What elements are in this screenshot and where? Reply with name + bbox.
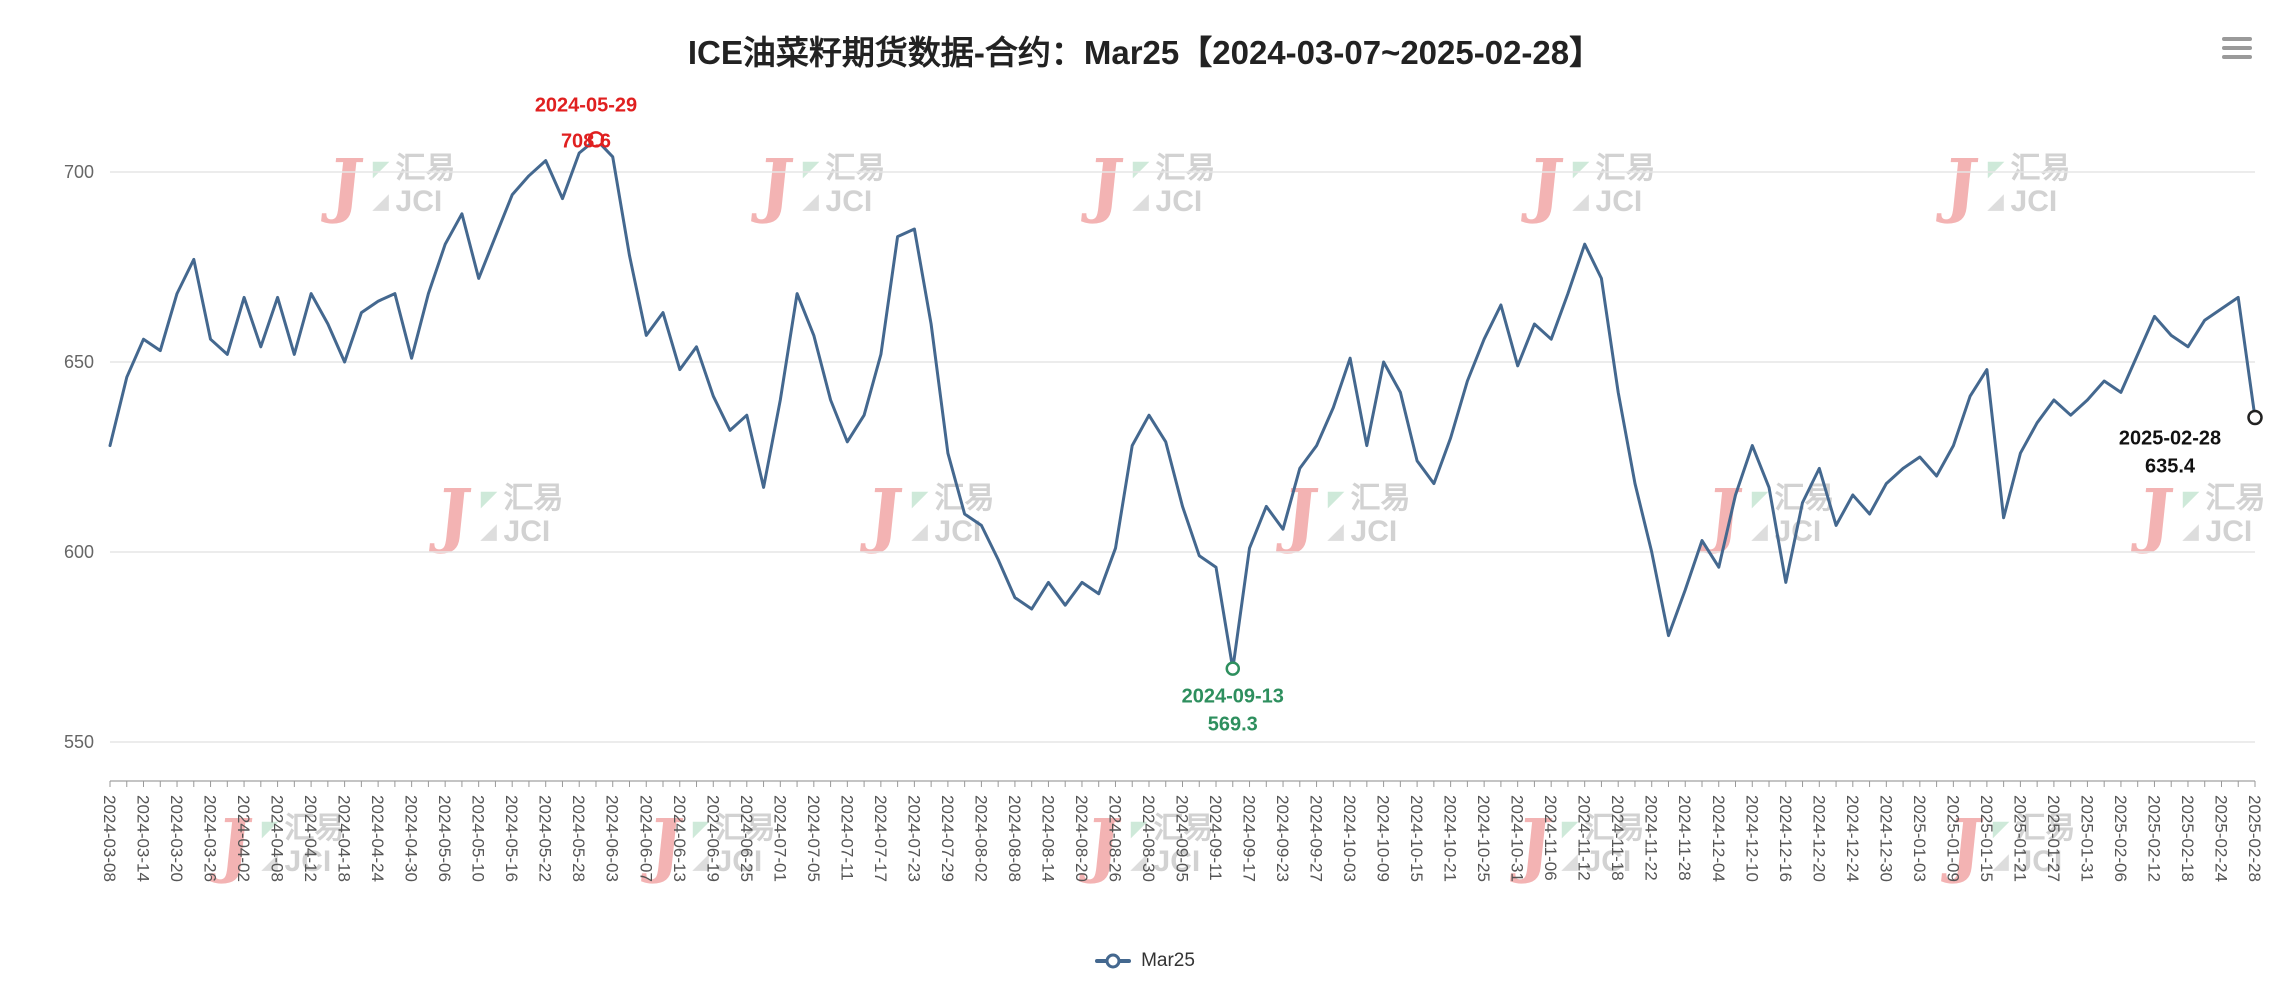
chart-title: ICE油菜籽期货数据-合约：Mar25【2024-03-07~2025-02-2…	[687, 34, 1603, 71]
x-tick-label: 2024-07-23	[904, 795, 923, 882]
x-tick-label: 2024-09-17	[1240, 795, 1259, 882]
x-tick-label: 2024-05-10	[469, 795, 488, 882]
x-tick-label: 2024-10-03	[1340, 795, 1359, 882]
x-tick-label: 2024-06-25	[737, 795, 756, 882]
x-tick-label: 2024-10-31	[1508, 795, 1527, 882]
x-tick-label: 2024-07-29	[938, 795, 957, 882]
x-tick-label: 2024-10-09	[1374, 795, 1393, 882]
x-tick-label: 2024-09-27	[1307, 795, 1326, 882]
x-tick-label: 2024-09-23	[1273, 795, 1292, 882]
x-tick-label: 2024-09-05	[1173, 795, 1192, 882]
x-tick-label: 2024-12-04	[1709, 795, 1728, 882]
max-value-label: 708.6	[561, 130, 611, 152]
x-tick-label: 2024-06-07	[636, 795, 655, 882]
x-tick-label: 2024-10-21	[1441, 795, 1460, 882]
x-tick-label: 2024-05-06	[435, 795, 454, 882]
x-tick-label: 2024-03-14	[134, 795, 153, 882]
y-tick-label: 700	[64, 162, 94, 182]
legend-item-mar25[interactable]: Mar25	[1095, 950, 1195, 972]
x-tick-label: 2024-11-28	[1675, 795, 1694, 881]
x-tick-label: 2025-02-12	[2144, 795, 2163, 882]
price-chart[interactable]: 550 600 650 700 2024-03-08 2024-03-14 2024-03-…	[0, 0, 2290, 910]
x-tick-label: 2024-11-18	[1608, 795, 1627, 881]
x-tick-label: 2024-08-02	[971, 795, 990, 882]
x-tick-label: 2024-08-14	[1038, 795, 1057, 882]
x-tick-label: 2024-08-26	[1105, 795, 1124, 882]
last-value-label: 635.4	[2145, 455, 2196, 477]
x-tick-label: 2024-07-17	[871, 795, 890, 882]
x-tick-label: 2024-06-19	[703, 795, 722, 882]
x-tick-label: 2024-10-15	[1407, 795, 1426, 882]
menu-bar	[2222, 46, 2252, 50]
x-tick-label: 2025-01-27	[2044, 795, 2063, 882]
min-value-label: 569.3	[1208, 714, 1258, 736]
x-tick-label: 2024-04-30	[402, 795, 421, 882]
menu-bar	[2222, 37, 2252, 41]
x-tick-label: 2025-02-28	[2245, 795, 2264, 882]
x-tick-label: 2025-01-09	[1943, 795, 1962, 882]
x-tick-label: 2024-05-22	[536, 795, 555, 882]
x-tick-label: 2024-05-28	[569, 795, 588, 882]
x-tick-label: 2024-11-22	[1642, 795, 1661, 881]
x-tick-label: 2025-01-31	[2077, 795, 2096, 882]
x-tick-label: 2024-11-06	[1541, 795, 1560, 881]
x-tick-label: 2024-07-11	[837, 795, 856, 881]
x-tick-label: 2024-12-20	[1809, 795, 1828, 882]
x-tick-label: 2025-01-03	[1910, 795, 1929, 882]
menu-icon[interactable]	[2222, 32, 2252, 64]
x-tick-label: 2024-06-13	[670, 795, 689, 882]
max-point-marker	[587, 131, 605, 148]
x-tick-label: 2025-01-21	[2010, 795, 2029, 882]
x-tick-label: 2024-10-25	[1474, 795, 1493, 882]
x-tick-label: 2024-09-11	[1206, 795, 1225, 881]
min-date-label: 2024-09-13	[1182, 686, 1284, 708]
x-tick-label: 2024-07-05	[804, 795, 823, 882]
x-tick-label: 2025-02-18	[2178, 795, 2197, 882]
x-tick-label: 2024-03-20	[167, 795, 186, 882]
x-tick-label: 2024-12-10	[1742, 795, 1761, 882]
menu-bar	[2222, 55, 2252, 59]
x-tick-label: 2024-04-18	[335, 795, 354, 882]
legend-label: Mar25	[1141, 950, 1195, 971]
x-tick-label: 2025-01-15	[1977, 795, 1996, 882]
x-tick-label: 2024-04-02	[234, 795, 253, 882]
series-line-mar25[interactable]	[108, 137, 2257, 671]
min-point-marker	[1225, 661, 1241, 676]
y-tick-label: 600	[64, 542, 94, 562]
legend: Mar25	[0, 950, 2290, 972]
y-tick-label: 550	[64, 732, 94, 752]
legend-line-icon	[1095, 953, 1132, 969]
x-tick-label: 2024-11-12	[1575, 795, 1594, 881]
x-tick-label: 2024-12-30	[1876, 795, 1895, 882]
x-tick-label: 2024-08-08	[1005, 795, 1024, 882]
x-tick-label: 2024-04-24	[368, 795, 387, 882]
max-date-label: 2024-05-29	[535, 94, 637, 116]
x-tick-label: 2024-03-26	[201, 795, 220, 882]
x-tick-label: 2025-02-06	[2111, 795, 2130, 882]
x-tick-label: 2025-02-24	[2211, 795, 2230, 882]
x-tick-label: 2024-06-03	[603, 795, 622, 882]
x-tick-label: 2024-04-08	[268, 795, 287, 882]
x-tick-label: 2024-12-24	[1843, 795, 1862, 882]
x-tick-label: 2024-08-30	[1139, 795, 1158, 882]
x-tick-label: 2024-04-12	[301, 795, 320, 882]
x-tick-label: 2024-12-16	[1776, 795, 1795, 882]
x-tick-label: 2024-03-08	[100, 795, 119, 882]
y-tick-label: 650	[64, 352, 94, 372]
x-tick-label: 2024-08-20	[1072, 795, 1091, 882]
last-date-label: 2025-02-28	[2119, 427, 2221, 449]
x-tick-label: 2024-05-16	[502, 795, 521, 882]
x-tick-label: 2024-07-01	[770, 795, 789, 882]
last-point-marker	[2247, 409, 2263, 426]
